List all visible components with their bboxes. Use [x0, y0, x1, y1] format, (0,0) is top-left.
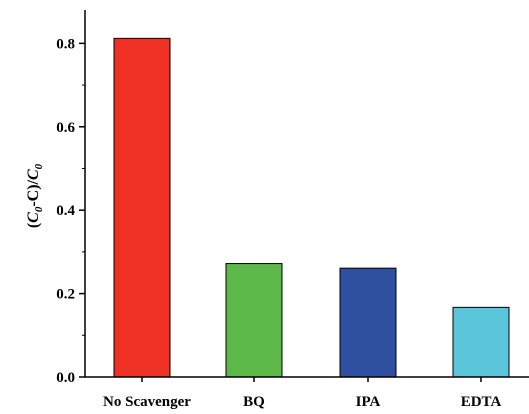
- y-tick-label: 0.6: [56, 120, 75, 136]
- plot-area: [113, 37, 510, 378]
- y-tick-label: 0.0: [56, 370, 75, 386]
- y-tick-label: 0.4: [56, 203, 75, 219]
- bar-no-scavenger: [113, 37, 171, 378]
- x-tick-label: EDTA: [461, 394, 502, 410]
- y-tick-label: 0.2: [56, 287, 75, 303]
- axes: [84, 10, 529, 378]
- y-ticks: 0.0 0.2 0.4 0.6 0.8: [56, 36, 85, 386]
- bar-bq: [225, 263, 283, 378]
- bar-edta: [452, 306, 510, 378]
- x-tick-labels: No Scavenger BQ IPA EDTA: [103, 377, 501, 410]
- x-tick-label: No Scavenger: [103, 394, 191, 410]
- y-tick-label: 0.8: [56, 36, 75, 52]
- x-tick-label: BQ: [243, 394, 265, 410]
- x-tick-label: IPA: [356, 394, 381, 410]
- bar-ipa: [339, 267, 397, 378]
- y-axis-title: (C0-C)/C0: [25, 163, 45, 228]
